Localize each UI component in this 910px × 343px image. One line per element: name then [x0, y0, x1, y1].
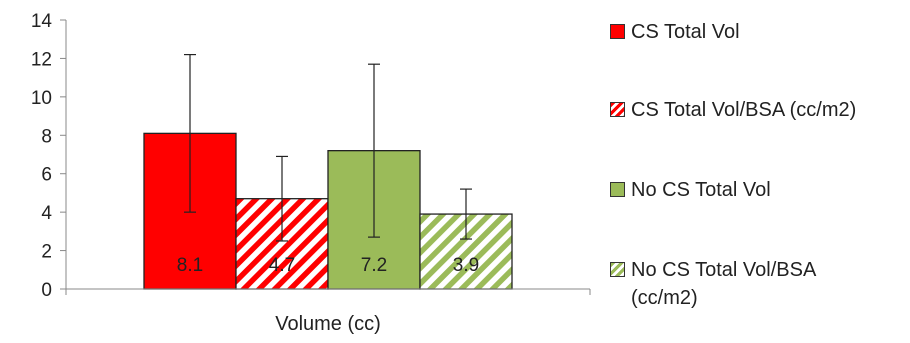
y-tick-label: 2 — [41, 242, 52, 263]
y-tick-label: 6 — [41, 165, 52, 186]
y-axis: 0 2 4 6 8 10 12 14 — [31, 11, 591, 301]
legend-label: CS Total Vol — [631, 21, 740, 43]
y-tick-label: 14 — [31, 11, 53, 32]
data-label: 7.2 — [361, 255, 387, 276]
y-tick-label: 12 — [31, 49, 52, 70]
legend-label: No CS Total Vol — [631, 179, 771, 201]
data-label: 3.9 — [453, 255, 479, 276]
y-tick-label: 10 — [31, 88, 52, 109]
legend-label-line2: (cc/m2) — [631, 287, 698, 309]
error-bars — [184, 53, 472, 242]
legend-swatch-striped-red — [610, 102, 625, 117]
legend-swatch-solid-red — [610, 24, 625, 39]
data-label: 4.7 — [269, 255, 295, 276]
legend-swatch-solid-green — [610, 182, 625, 197]
y-tick-label: 0 — [41, 280, 52, 301]
x-axis-label: Volume (cc) — [275, 313, 381, 335]
legend-item-no-cs-total-vol-bsa: No CS Total Vol/BSA (cc/m2) — [610, 256, 816, 312]
legend-item-cs-total-vol: CS Total Vol — [610, 18, 740, 46]
legend-item-no-cs-total-vol: No CS Total Vol — [610, 176, 771, 204]
y-tick-label: 4 — [41, 203, 52, 224]
legend-label: No CS Total Vol/BSA (cc/m2) — [631, 256, 816, 312]
legend-label-line1: No CS Total Vol/BSA — [631, 259, 817, 281]
data-label: 8.1 — [177, 255, 203, 276]
legend-label: CS Total Vol/BSA (cc/m2) — [631, 99, 857, 121]
data-labels: 8.1 4.7 7.2 3.9 — [177, 255, 479, 276]
y-tick-label: 8 — [41, 126, 52, 147]
legend-swatch-striped-green — [610, 262, 625, 277]
legend-item-cs-total-vol-bsa: CS Total Vol/BSA (cc/m2) — [610, 96, 856, 124]
